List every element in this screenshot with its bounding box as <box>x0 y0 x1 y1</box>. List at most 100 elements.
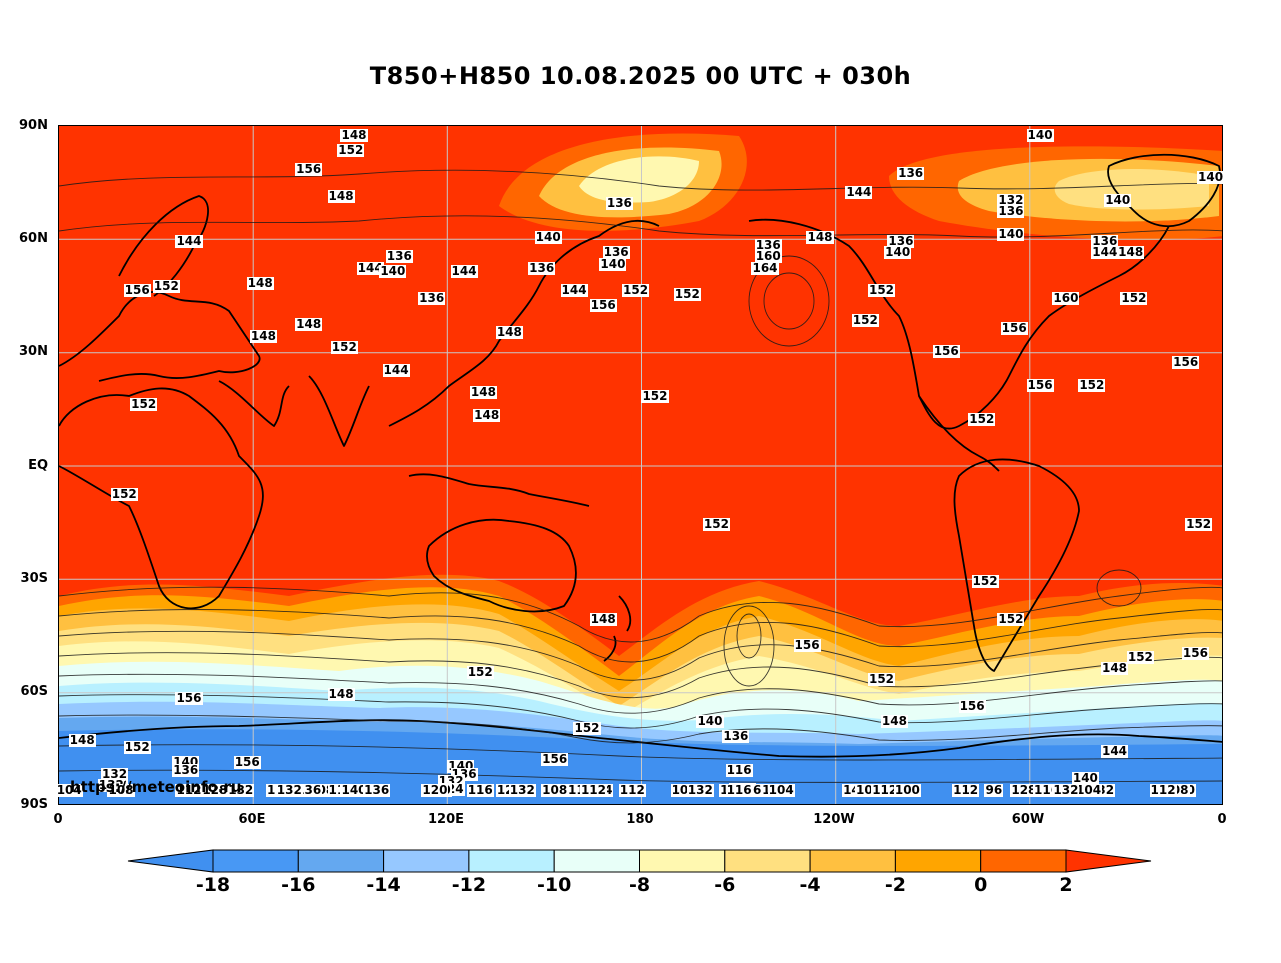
contour-line <box>59 586 1222 643</box>
map-panel <box>58 125 1223 805</box>
contour-label: 136 <box>722 729 750 743</box>
contour-label: 108 <box>541 783 569 797</box>
contour-label: 152 <box>337 143 365 158</box>
colorbar-swatch <box>639 849 726 873</box>
coast-north-america <box>748 218 1170 430</box>
contour-line <box>59 714 1222 744</box>
contour-label: 112 <box>579 783 608 797</box>
contour-label: 152 <box>851 313 879 328</box>
contour-label: 156 <box>1026 377 1054 392</box>
contour-label: 104 <box>55 783 83 797</box>
contour-label: 148 <box>295 317 323 332</box>
contour-label: 140 <box>1104 192 1132 207</box>
contour-label: 140 <box>696 713 724 728</box>
contour-label: 148 <box>327 188 355 203</box>
contour-label: 132 <box>1052 783 1080 797</box>
contour-label: 156 <box>932 343 960 358</box>
lat-label-60s: 60S <box>20 684 48 699</box>
contour-line <box>59 744 1222 761</box>
contour-line <box>59 652 1222 699</box>
contour-label: 132 <box>997 192 1025 207</box>
contour-label: 148 <box>1100 661 1129 675</box>
contour-label: 152 <box>330 339 358 354</box>
contour-label: 132 <box>101 766 129 781</box>
coast-arabia <box>218 380 290 427</box>
contour-label: 136 <box>887 234 915 249</box>
coast-central-america <box>918 395 1000 472</box>
graticule <box>59 126 1222 804</box>
contour-label: 152 <box>123 740 151 755</box>
lat-label-eq: EQ <box>28 458 48 473</box>
colorbar-min-arrow <box>127 849 214 873</box>
contour-line <box>59 215 1222 238</box>
lat-label-60n: 60N <box>19 231 48 246</box>
contour-line <box>59 673 1222 714</box>
colorbar-tick-label: -2 <box>884 874 906 896</box>
contour-label: 152 <box>152 279 180 294</box>
contour-label: 112 <box>175 783 203 797</box>
contour-label: 152 <box>997 611 1025 626</box>
chart-title: T850+H850 10.08.2025 00 UTC + 030h <box>369 62 912 90</box>
contour-label: 132 <box>508 783 536 797</box>
contour-label: 144 <box>450 264 478 279</box>
contour-label: 156 <box>1181 645 1209 660</box>
contour-label: 148 <box>469 385 497 400</box>
coastlines <box>59 153 1222 758</box>
contour-label: 112 <box>618 783 646 797</box>
contour-label: 148 <box>340 128 368 143</box>
contour-label: 136 <box>528 260 556 275</box>
contour-label: 152 <box>673 287 701 301</box>
colorbar-max-arrow <box>1065 849 1152 873</box>
coast-africa <box>59 387 264 610</box>
colorbar-swatch <box>894 849 982 873</box>
coast-scandinavia <box>118 195 209 297</box>
coast-india <box>308 375 370 447</box>
contour-label: 160 <box>754 249 782 264</box>
contour-label: 140 <box>1197 169 1225 184</box>
contour-label: 152 <box>867 283 896 298</box>
contour-label: 156 <box>123 283 151 298</box>
contour-label: 152 <box>702 517 730 532</box>
contour-label: 136 <box>602 245 630 260</box>
lat-label-30s: 30S <box>20 571 48 586</box>
lon-label-60e: 60E <box>238 812 266 827</box>
contour-label: 152 <box>968 411 996 426</box>
contour-label: 96 <box>984 783 1004 797</box>
coast-east-asia <box>388 219 660 427</box>
lat-label-30n: 30N <box>19 344 48 359</box>
contour-label: 160 <box>1052 290 1080 305</box>
contour-low-south-pacific-inner <box>736 613 762 659</box>
lon-label-120e: 120E <box>427 812 465 827</box>
contour-low-pacific <box>748 255 830 347</box>
coast-indonesia <box>408 473 590 507</box>
contour-label: 120 <box>421 783 449 797</box>
colorbar-swatch <box>980 849 1067 873</box>
contour-label: 148 <box>473 407 501 422</box>
coast-europe <box>59 291 261 382</box>
colorbar-swatch <box>809 849 896 873</box>
colorbar-swatch <box>468 849 555 873</box>
contour-label: 132 <box>227 783 255 797</box>
colorbar-swatch <box>383 849 470 873</box>
contour-label: 152 <box>573 721 601 736</box>
contour-label: 136 <box>172 763 200 777</box>
contour-label: 156 <box>295 162 323 177</box>
contour-label: 156 <box>1172 355 1200 369</box>
contour-label: 148 <box>495 324 523 339</box>
contour-label: 140 <box>534 230 562 245</box>
contour-label: 112 <box>871 783 899 797</box>
contour-label: 116 <box>466 783 494 797</box>
contour-label: 144 <box>1100 744 1129 759</box>
contour-line <box>59 769 1222 783</box>
contour-label: 104 <box>767 783 795 797</box>
lon-label-60w: 60W <box>1011 812 1045 827</box>
contour-low-south-pacific <box>723 605 775 687</box>
contour-label: 164 <box>751 260 779 275</box>
contour-label: 132 <box>275 783 303 797</box>
colorbar-swatch <box>724 849 811 873</box>
contour-label: 144 <box>1091 245 1119 260</box>
contour-label: 136 <box>418 290 446 305</box>
colorbar-swatch <box>297 849 385 873</box>
colorbar-tick-label: -4 <box>799 874 821 896</box>
contour-label: 128 <box>201 783 229 797</box>
